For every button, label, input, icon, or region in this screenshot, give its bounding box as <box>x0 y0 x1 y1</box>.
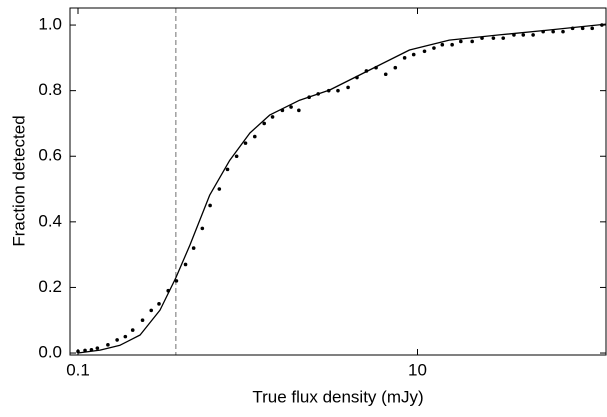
data-point <box>422 49 427 54</box>
y-tick-label: 0.6 <box>38 146 62 165</box>
data-point <box>208 203 212 208</box>
data-point <box>297 108 301 113</box>
data-point <box>191 246 196 250</box>
data-point <box>590 26 595 31</box>
data-point <box>521 33 526 37</box>
data-point <box>289 105 293 109</box>
data-point <box>551 29 555 34</box>
data-point <box>336 88 340 93</box>
data-point <box>140 318 145 323</box>
data-point <box>491 36 496 40</box>
data-point <box>432 46 436 50</box>
fit-line <box>77 23 607 354</box>
data-point <box>234 154 239 159</box>
data-point <box>561 29 565 34</box>
y-tick-label: 0.8 <box>38 80 62 99</box>
data-point <box>149 308 154 313</box>
data-point <box>411 52 416 57</box>
data-point <box>130 328 135 332</box>
data-point <box>459 39 463 44</box>
data-point <box>262 121 267 126</box>
x-axis-title: True flux density (mJy) <box>252 387 423 406</box>
data-point <box>346 85 350 90</box>
y-tick-label: 1.0 <box>38 15 62 34</box>
data-point <box>200 226 205 231</box>
data-point <box>270 115 275 119</box>
y-tick-label: 0.4 <box>38 211 62 230</box>
data-point <box>243 141 248 145</box>
data-point <box>440 42 445 47</box>
data-point <box>123 334 128 339</box>
data-point <box>393 65 398 70</box>
y-tick-label: 0.2 <box>38 277 62 296</box>
data-point <box>470 39 474 44</box>
data-point <box>252 134 257 139</box>
data-point <box>531 33 535 37</box>
data-point <box>115 338 119 342</box>
data-point <box>225 167 230 172</box>
data-point <box>383 72 388 77</box>
data-point <box>174 279 179 283</box>
data-point <box>402 56 407 60</box>
data-point <box>450 42 454 47</box>
y-axis-title: Fraction detected <box>9 115 28 246</box>
data-point <box>580 26 585 31</box>
y-tick-label: 0.0 <box>38 343 62 362</box>
x-tick-label: 10 <box>408 360 427 379</box>
data-point <box>106 343 110 347</box>
x-tick-label: 0.1 <box>66 360 90 379</box>
data-point <box>157 302 161 306</box>
data-point <box>183 262 188 267</box>
plot-frame <box>69 7 607 356</box>
data-point <box>95 346 100 350</box>
data-point <box>217 187 222 191</box>
data-point <box>501 36 506 40</box>
